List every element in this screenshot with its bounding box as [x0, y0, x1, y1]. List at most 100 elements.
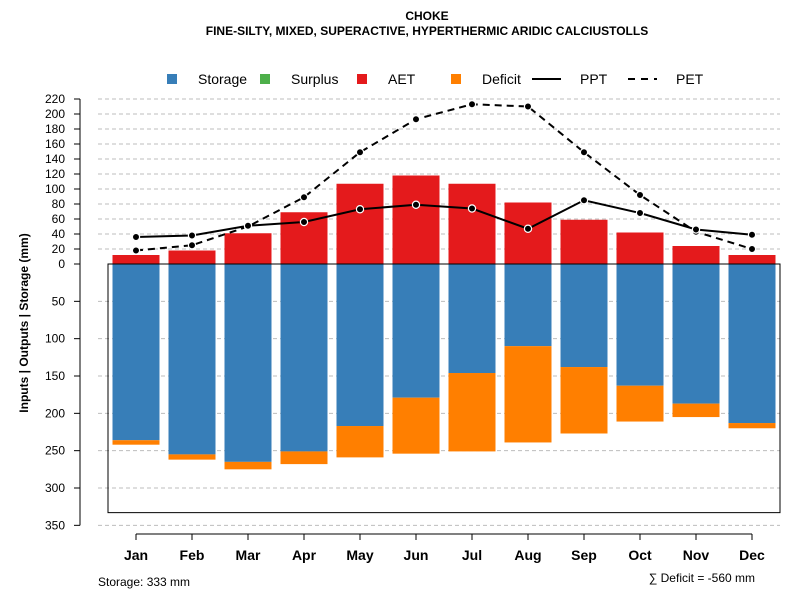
y-tick-label: 250 [45, 444, 65, 458]
legend-surplus-label: Surplus [291, 71, 338, 87]
y-tick-label: 200 [45, 107, 65, 121]
ppt-line-point [243, 221, 253, 230]
legend: Storage Surplus AET Deficit PPT PET [167, 71, 704, 87]
ppt-line-point [411, 200, 421, 209]
chart-title: CHOKE [405, 9, 448, 23]
pet-line-point [131, 246, 141, 255]
chart-subtitle: FINE-SILTY, MIXED, SUPERACTIVE, HYPERTHE… [206, 24, 648, 38]
ppt-line-point [467, 204, 477, 213]
legend-storage-swatch [167, 74, 177, 84]
pet-line-point [355, 148, 365, 157]
aet-bar [448, 183, 496, 264]
deficit-bar [168, 454, 216, 460]
deficit-bar [616, 385, 664, 422]
x-tick-label: Aug [514, 547, 541, 563]
ppt-line [135, 199, 753, 238]
storage-bar [560, 264, 608, 368]
legend-aet-swatch [357, 74, 367, 84]
storage-footer: Storage: 333 mm [98, 575, 190, 589]
ppt-line-point [299, 217, 309, 227]
deficit-bar [392, 397, 440, 454]
x-tick-label: Feb [180, 547, 205, 563]
legend-storage-label: Storage [198, 71, 247, 87]
legend-deficit-label: Deficit [482, 71, 521, 87]
y-tick-label: 220 [45, 92, 65, 106]
x-tick-label: Dec [739, 547, 765, 563]
pet-line-point [523, 102, 533, 111]
storage-bar [336, 264, 384, 427]
y-tick-label: 160 [45, 137, 65, 151]
x-tick-label: Apr [292, 547, 317, 563]
storage-bar [672, 264, 720, 404]
legend-aet-label: AET [388, 71, 416, 87]
ppt-line-point [523, 224, 533, 233]
pet-line-point [411, 115, 421, 124]
deficit-bar [224, 461, 272, 470]
deficit-bar [112, 440, 160, 445]
ppt-line-point [691, 225, 701, 234]
deficit-bar [560, 367, 608, 434]
aet-bar [112, 255, 160, 264]
pet-line-point [187, 241, 197, 250]
storage-bar [616, 264, 664, 386]
pet-line-point [579, 148, 589, 157]
x-tick-label: Jan [124, 547, 148, 563]
storage-bar [448, 264, 496, 374]
storage-bar [112, 264, 160, 441]
y-axis: 2202001801601401201008060402005010015020… [45, 92, 81, 532]
y-tick-label: 350 [45, 518, 65, 532]
y-tick-label: 0 [58, 257, 65, 271]
ppt-line-point [355, 205, 365, 214]
x-tick-label: Jul [462, 547, 482, 563]
x-tick-label: Sep [571, 547, 597, 563]
ppt-line-point [579, 196, 589, 205]
deficit-footer: ∑ Deficit = -560 mm [649, 571, 755, 585]
legend-surplus-swatch [260, 74, 270, 84]
x-tick-label: Nov [683, 547, 710, 563]
ppt-line-point [131, 232, 141, 242]
deficit-bar [336, 426, 384, 458]
storage-capacity-box [107, 263, 781, 514]
deficit-bar [728, 423, 776, 429]
pet-line-point [467, 100, 477, 109]
pet-line-point [299, 193, 309, 202]
y-tick-label: 50 [52, 294, 66, 308]
storage-bar [504, 264, 552, 347]
aet-bar [168, 250, 216, 264]
y-tick-label: 140 [45, 152, 65, 166]
aet-bar [672, 246, 720, 264]
deficit-bar [504, 346, 552, 443]
pet-line-point [747, 244, 757, 254]
pet-line-point [635, 190, 645, 200]
x-tick-label: Oct [628, 547, 652, 563]
x-tick-label: Mar [236, 547, 261, 563]
y-tick-label: 60 [52, 212, 66, 226]
y-tick-label: 40 [52, 227, 66, 241]
aet-bar [504, 202, 552, 264]
bars [107, 175, 781, 514]
x-axis: Jan Feb Mar Apr May Jun Jul Aug Sep Oct Nov Dec [124, 533, 765, 563]
legend-ppt-label: PPT [580, 71, 608, 87]
y-tick-label: 180 [45, 122, 65, 136]
y-tick-label: 100 [45, 332, 65, 346]
deficit-bar [280, 451, 328, 465]
aet-bar [224, 233, 272, 264]
y-tick-label: 100 [45, 182, 65, 196]
legend-pet-label: PET [676, 71, 704, 87]
x-tick-label: Jun [404, 547, 429, 563]
storage-bar [392, 264, 440, 398]
y-axis-label: Inputs | Outputs | Storage (mm) [17, 233, 31, 412]
aet-bar [616, 232, 664, 264]
ppt-line-point [635, 208, 645, 218]
deficit-bar [672, 403, 720, 418]
y-tick-label: 300 [45, 481, 65, 495]
x-tick-label: May [346, 547, 373, 563]
y-tick-label: 20 [52, 242, 66, 256]
y-tick-label: 120 [45, 167, 65, 181]
y-tick-label: 80 [52, 197, 66, 211]
y-tick-label: 150 [45, 369, 65, 383]
deficit-bar [448, 373, 496, 452]
ppt-line-point [187, 231, 197, 240]
storage-bar [168, 264, 216, 455]
storage-bar [728, 264, 776, 424]
